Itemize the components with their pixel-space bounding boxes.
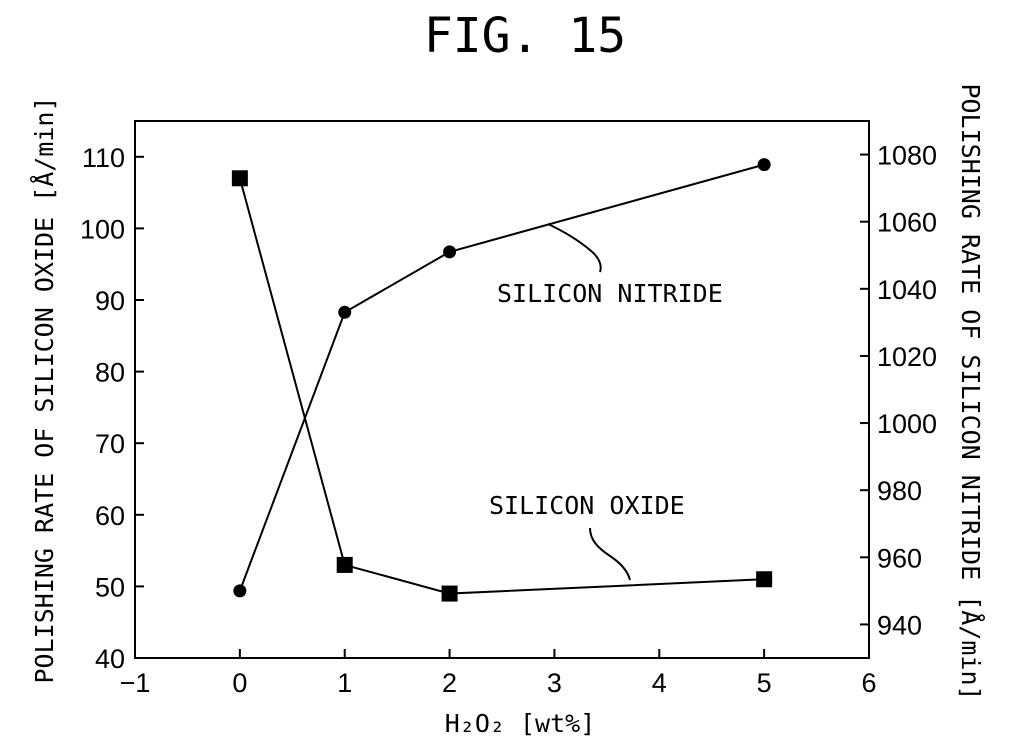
silicon-oxide-point	[442, 586, 458, 602]
y-tick-label: 100	[80, 214, 125, 244]
silicon-oxide-point	[337, 557, 353, 573]
silicon-nitride-point	[443, 245, 456, 258]
series-layer	[232, 158, 772, 601]
y-tick-label: 110	[82, 143, 125, 173]
x-axis-label: H₂O₂ [wt%]	[445, 709, 596, 738]
y-tick-label: 70	[95, 429, 125, 459]
y-tick-label: 60	[95, 501, 125, 531]
y-tick-label: 50	[95, 572, 125, 602]
y-tick-label: 90	[95, 286, 125, 316]
y2-tick-label: 1040	[877, 275, 937, 305]
x-tick-label: 2	[442, 668, 457, 698]
silicon-oxide-leader	[590, 528, 630, 580]
silicon-nitride-label: SILICON NITRIDE	[497, 279, 723, 308]
silicon-nitride-point	[758, 158, 771, 171]
y-tick-label: 80	[95, 358, 125, 388]
x-axis-ticks: −10123456	[120, 649, 877, 698]
silicon-nitride-leader	[548, 224, 601, 272]
silicon-oxide-point	[756, 571, 772, 587]
x-tick-label: 6	[861, 668, 876, 698]
x-tick-label: 1	[337, 668, 352, 698]
left-y-axis-label: POLISHING RATE OF SILICON OXIDE [Å/min]	[30, 97, 59, 684]
y2-tick-label: 980	[877, 476, 922, 506]
silicon-nitride-line	[240, 165, 764, 591]
y2-tick-label: 1080	[877, 141, 937, 171]
chart-title: FIG. 15	[424, 8, 626, 64]
x-tick-label: 0	[232, 668, 247, 698]
y2-tick-label: 1060	[877, 208, 937, 238]
right-y-axis-label: POLISHING RATE OF SILICON NITRIDE [Å/min…	[956, 83, 985, 700]
x-tick-label: 4	[652, 668, 667, 698]
silicon-oxide-line	[240, 178, 764, 593]
right-y-axis-ticks: 940 960 980 1000 1020 1040 1060 1080	[860, 141, 937, 641]
x-tick-label: 3	[547, 668, 562, 698]
y-tick-label: 40	[95, 644, 125, 674]
silicon-nitride-point	[233, 584, 246, 597]
y2-tick-label: 1020	[877, 342, 937, 372]
y2-tick-label: 940	[877, 610, 922, 640]
y2-tick-label: 1000	[877, 409, 937, 439]
silicon-oxide-point	[232, 170, 248, 186]
silicon-oxide-label: SILICON OXIDE	[489, 491, 685, 520]
silicon-nitride-point	[338, 306, 351, 319]
x-tick-label: 5	[757, 668, 772, 698]
y2-tick-label: 960	[877, 543, 922, 573]
